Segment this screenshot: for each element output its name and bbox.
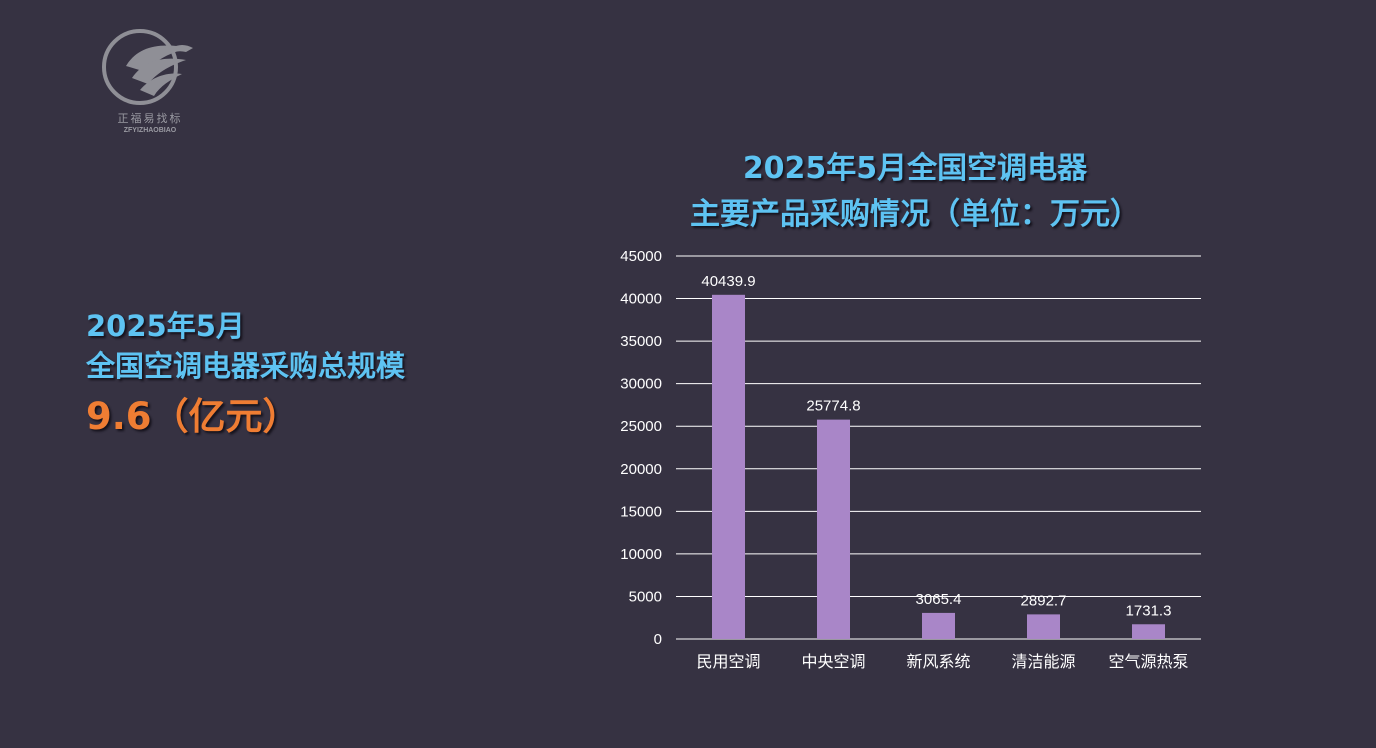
y-tick-label: 20000 xyxy=(620,461,662,478)
y-tick-label: 15000 xyxy=(620,503,662,520)
bar xyxy=(1132,624,1165,639)
chart-title-line2: 主要产品采购情况（单位：万元） xyxy=(690,197,1140,232)
y-tick-label: 40000 xyxy=(620,291,662,308)
y-tick-label: 30000 xyxy=(620,376,662,393)
chart-title-line1: 2025年5月全国空调电器 xyxy=(742,151,1088,186)
logo-name-cn: 正福易找标 xyxy=(117,112,183,125)
bar xyxy=(712,294,745,639)
eagle-logo-icon xyxy=(102,29,193,105)
y-tick-label: 45000 xyxy=(620,248,662,265)
x-category-label: 民用空调 xyxy=(696,653,760,671)
x-category-label: 空气源热泵 xyxy=(1108,653,1188,671)
x-category-label: 清洁能源 xyxy=(1011,653,1075,671)
bar xyxy=(817,419,850,639)
logo-name-en: ZFYIZHAOBIAO xyxy=(123,127,177,134)
bar-value-label: 1731.3 xyxy=(1126,602,1172,619)
y-tick-label: 10000 xyxy=(620,546,662,563)
x-category-label: 新风系统 xyxy=(906,653,970,671)
logo: 正福易找标 ZFYIZHAOBIAO xyxy=(98,26,202,138)
y-tick-label: 25000 xyxy=(620,418,662,435)
summary-heading: 全国空调电器采购总规模 xyxy=(86,349,406,383)
y-tick-label: 5000 xyxy=(629,588,662,605)
y-tick-label: 35000 xyxy=(620,333,662,350)
bar-value-label: 3065.4 xyxy=(916,591,962,608)
bar-value-label: 2892.7 xyxy=(1021,592,1067,609)
bar xyxy=(1027,614,1060,639)
bar-value-label: 40439.9 xyxy=(701,273,755,290)
x-category-label: 中央空调 xyxy=(801,653,865,671)
summary-block: 2025年5月 全国空调电器采购总规模 9.6（亿元） xyxy=(86,306,405,440)
bar xyxy=(922,612,955,639)
summary-total-value: 9.6（亿元） xyxy=(86,395,300,438)
bar-value-label: 25774.8 xyxy=(806,398,860,415)
summary-date: 2025年5月 xyxy=(86,309,245,343)
y-tick-label: 0 xyxy=(654,631,662,648)
